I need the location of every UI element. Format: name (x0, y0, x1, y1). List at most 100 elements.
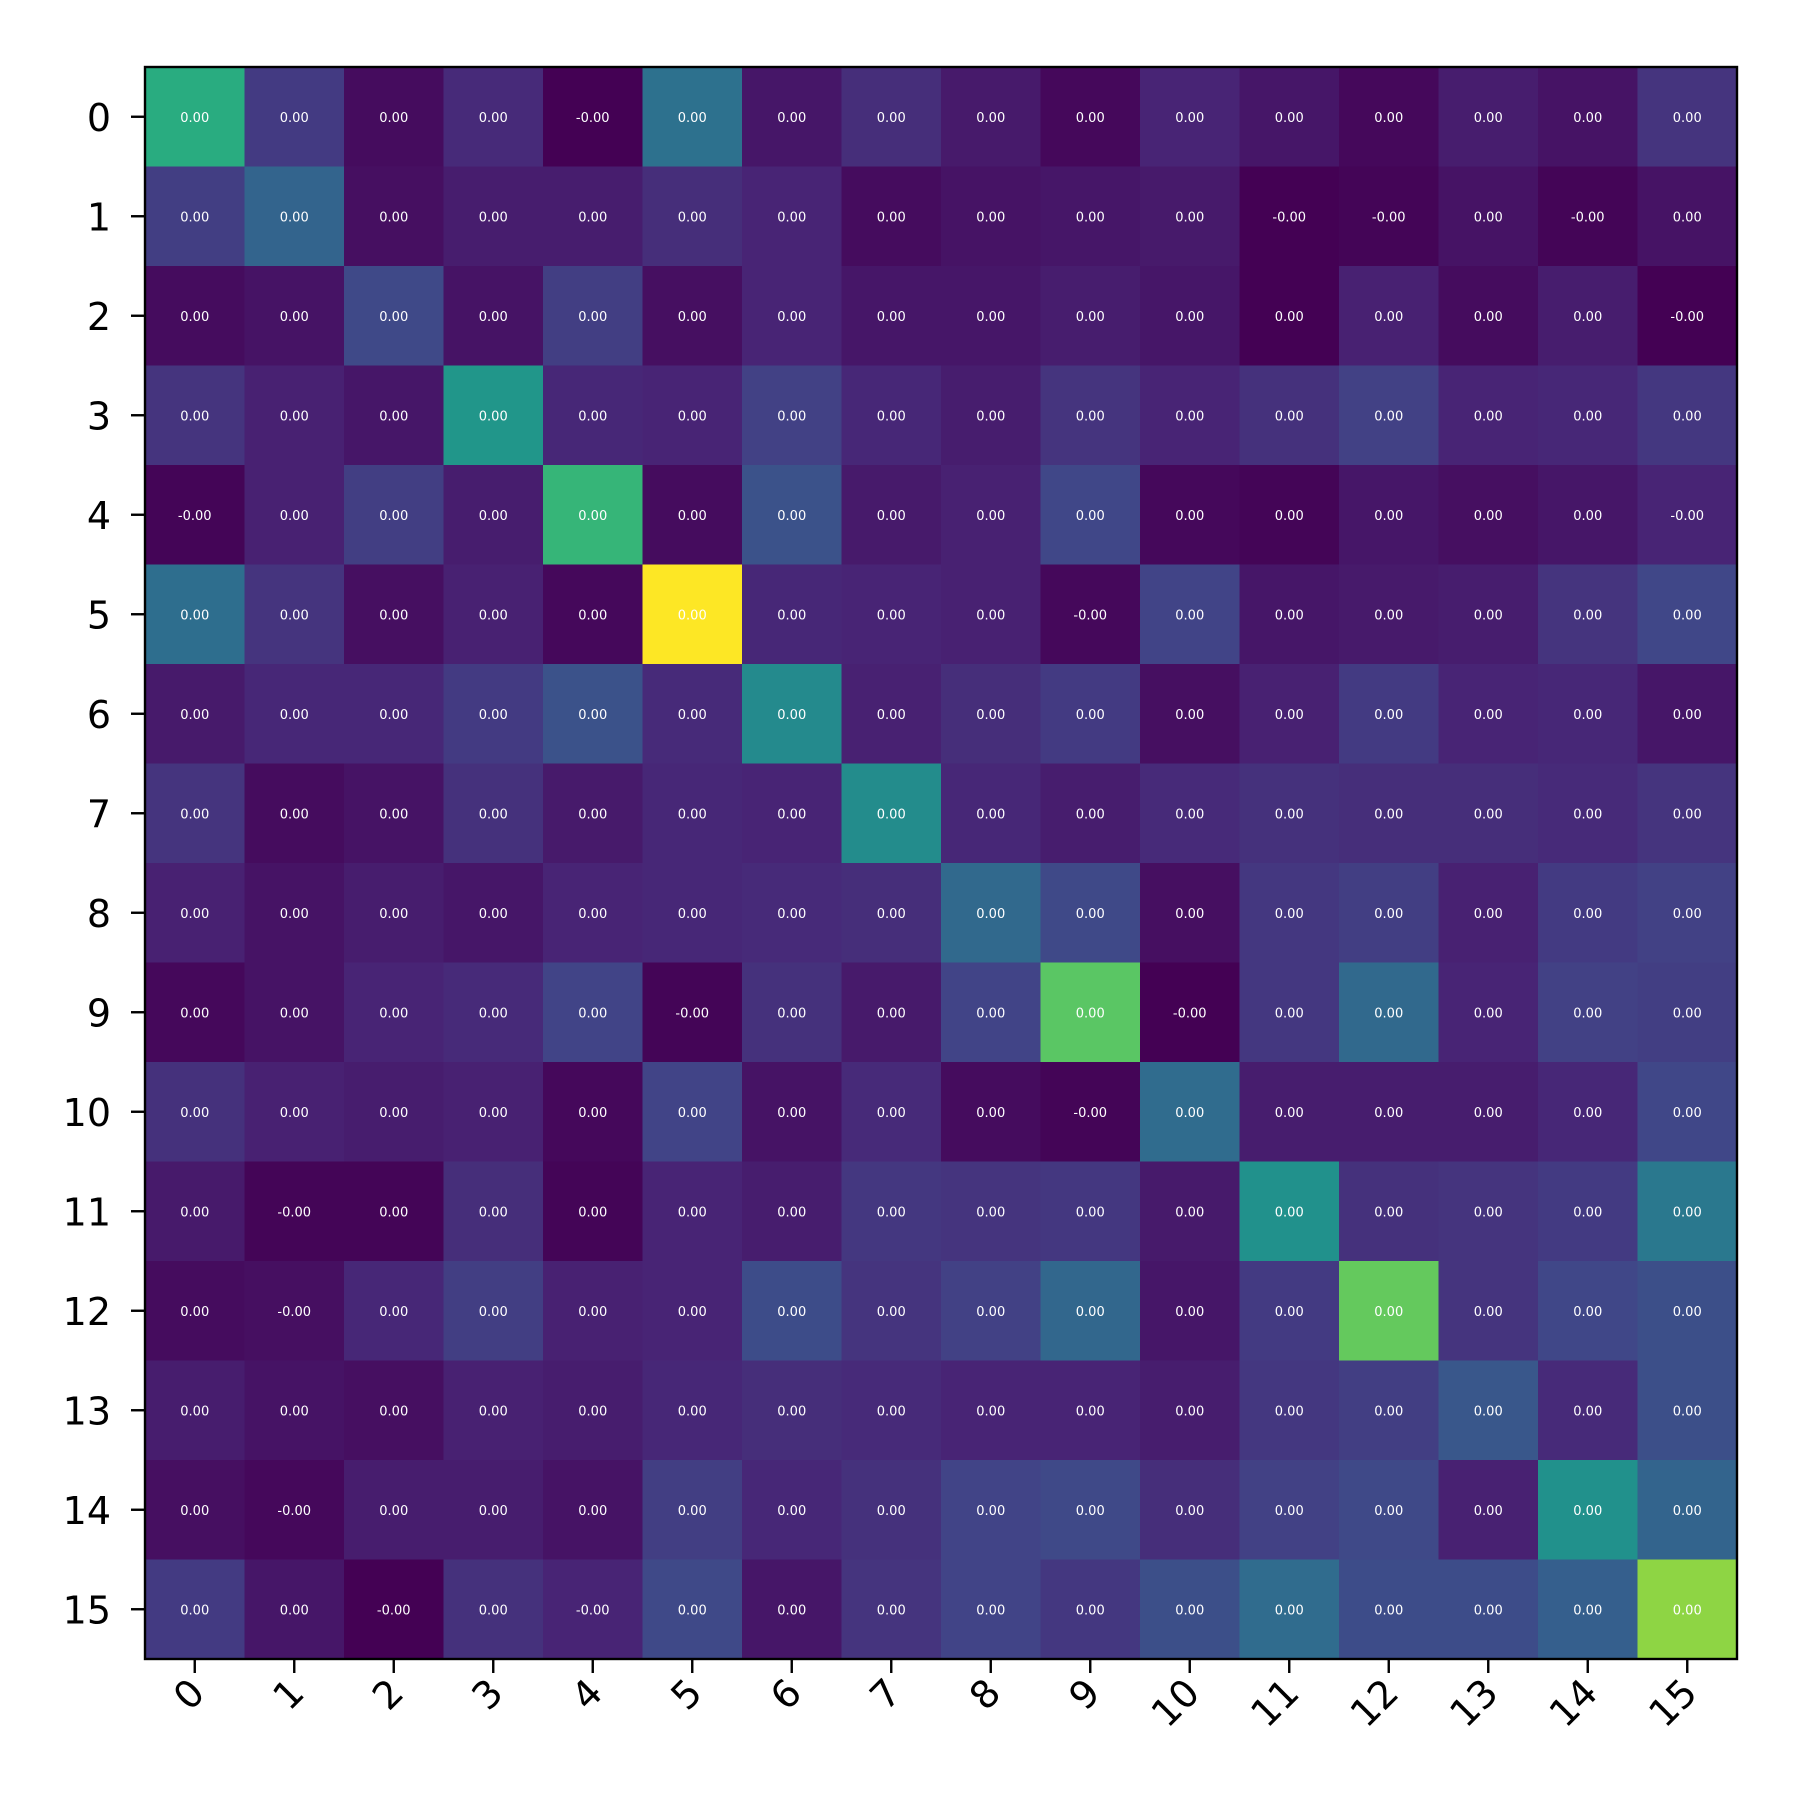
cell-value-label: 0.00 (1076, 1603, 1105, 1618)
heatmap-cell (642, 564, 743, 665)
cell-value-label: 0.00 (1474, 111, 1503, 126)
heatmap-cell (1538, 365, 1639, 466)
cell-value-label: 0.00 (777, 111, 806, 126)
heatmap-cell (443, 465, 544, 566)
heatmap-cell (1438, 465, 1539, 566)
heatmap-cell (244, 763, 345, 864)
heatmap-cell (1538, 266, 1639, 367)
heatmap-cell (344, 67, 445, 168)
cell-value-label: 0.00 (1673, 1006, 1702, 1021)
heatmap-cell (1637, 166, 1738, 267)
cell-value-label: 0.00 (1076, 310, 1105, 325)
cell-value-label: 0.00 (877, 1006, 906, 1021)
heatmap-cell (543, 1261, 644, 1362)
heatmap-cell (642, 1161, 743, 1262)
heatmap-cell (344, 266, 445, 367)
heatmap-cell (841, 1062, 942, 1163)
cell-value-label: 0.00 (479, 1205, 508, 1220)
cell-value-label: 0.00 (1374, 409, 1403, 424)
heatmap-cell (145, 465, 246, 566)
cell-value-label: -0.00 (277, 1205, 311, 1220)
cell-value-label: 0.00 (280, 1404, 309, 1419)
heatmap-cell (244, 465, 345, 566)
cell-value-label: 0.00 (280, 907, 309, 922)
cell-value-label: 0.00 (1275, 310, 1304, 325)
cell-value-label: 0.00 (1175, 1305, 1204, 1320)
cell-value-label: 0.00 (479, 907, 508, 922)
heatmap-cell (1637, 1161, 1738, 1262)
cell-value-label: 0.00 (877, 310, 906, 325)
heatmap-cell (742, 365, 843, 466)
heatmap-cell (1438, 1360, 1539, 1461)
heatmap-cell (1438, 266, 1539, 367)
cell-value-label: 0.00 (777, 210, 806, 225)
cell-value-label: 0.00 (1275, 1404, 1304, 1419)
heatmap-cell (642, 1360, 743, 1461)
cell-value-label: 0.00 (479, 210, 508, 225)
cell-value-label: -0.00 (1073, 608, 1107, 623)
cell-value-label: 0.00 (1275, 708, 1304, 723)
cell-value-label: 0.00 (1673, 111, 1702, 126)
cell-value-label: 0.00 (180, 111, 209, 126)
cell-value-label: 0.00 (877, 907, 906, 922)
cell-value-label: 0.00 (1275, 1106, 1304, 1121)
heatmap-cell (1339, 166, 1440, 267)
cell-value-label: -0.00 (1670, 310, 1704, 325)
y-tick-label: 14 (63, 1489, 111, 1533)
cell-value-label: 0.00 (1474, 1006, 1503, 1021)
heatmap-cell (941, 564, 1042, 665)
heatmap-cell (742, 1360, 843, 1461)
cell-value-label: 0.00 (379, 1006, 408, 1021)
cell-value-label: 0.00 (976, 1106, 1005, 1121)
cell-value-label: 0.00 (1374, 310, 1403, 325)
heatmap-cell (443, 1261, 544, 1362)
heatmap-cell (145, 266, 246, 367)
heatmap-cell (1637, 1460, 1738, 1561)
cell-value-label: 0.00 (180, 807, 209, 822)
heatmap-cell (543, 763, 644, 864)
heatmap-cell (841, 166, 942, 267)
cell-value-label: 0.00 (1275, 807, 1304, 822)
heatmap-cell (1538, 465, 1639, 566)
cell-value-label: 0.00 (578, 1504, 607, 1519)
cell-value-label: -0.00 (277, 1504, 311, 1519)
cell-value-label: -0.00 (178, 509, 212, 524)
heatmap-cell (1140, 1161, 1241, 1262)
cell-value-label: 0.00 (1374, 708, 1403, 723)
cell-value-label: 0.00 (877, 608, 906, 623)
cell-value-label: 0.00 (1275, 907, 1304, 922)
cell-value-label: 0.00 (1175, 1504, 1204, 1519)
cell-value-label: 0.00 (1673, 1603, 1702, 1618)
cell-value-label: 0.00 (976, 111, 1005, 126)
heatmap-cell (1637, 67, 1738, 168)
cell-value-label: 0.00 (180, 1305, 209, 1320)
heatmap-cell (841, 1261, 942, 1362)
cell-value-label: 0.00 (180, 1504, 209, 1519)
cell-value-label: 0.00 (877, 1305, 906, 1320)
heatmap-cell (642, 266, 743, 367)
heatmap-cell (543, 1360, 644, 1461)
cell-value-label: 0.00 (1474, 1504, 1503, 1519)
heatmap-cell (1239, 1559, 1340, 1660)
heatmap-cell (344, 1559, 445, 1660)
heatmap-cell (244, 365, 345, 466)
cell-value-label: 0.00 (379, 907, 408, 922)
cell-value-label: -0.00 (1173, 1006, 1207, 1021)
cell-value-label: 0.00 (479, 807, 508, 822)
heatmap-cell (941, 365, 1042, 466)
cell-value-label: 0.00 (1573, 1504, 1602, 1519)
cell-value-label: 0.00 (1573, 807, 1602, 822)
y-tick-label: 0 (87, 96, 111, 140)
cell-value-label: 0.00 (1474, 807, 1503, 822)
y-tick-label: 1 (87, 195, 111, 239)
heatmap-cell (1040, 67, 1141, 168)
heatmap-cell (1040, 1062, 1141, 1163)
heatmap-cell (344, 1360, 445, 1461)
heatmap-cell (344, 465, 445, 566)
heatmap-cell (841, 863, 942, 964)
heatmap-cell (1339, 564, 1440, 665)
cell-value-label: 0.00 (678, 1205, 707, 1220)
heatmap-cell (1239, 664, 1340, 765)
heatmap-cell (1140, 465, 1241, 566)
heatmap-cell (443, 962, 544, 1063)
